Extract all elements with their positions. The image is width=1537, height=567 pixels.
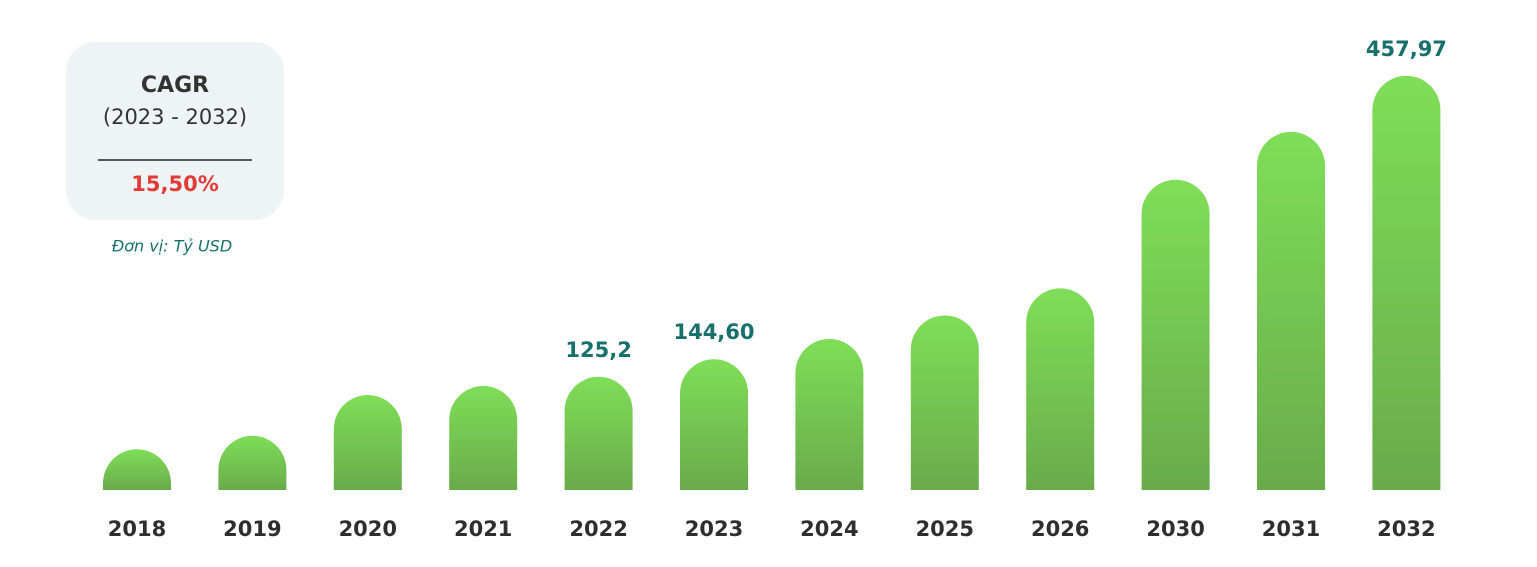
x-tick-label: 2026 [1031,517,1089,541]
bar [103,449,171,490]
cagr-card [66,42,284,220]
bar [449,386,518,490]
value-label: 457,97 [1366,37,1447,61]
bar [795,338,864,490]
x-tick-label: 2032 [1377,517,1435,541]
x-tick-label: 2023 [685,517,743,541]
x-tick-label: 2018 [108,517,166,541]
bar [910,315,979,490]
bar [1141,179,1210,490]
unit-note: Đơn vị: Tỷ USD [112,237,232,256]
cagr-title: CAGR [141,73,209,98]
value-label: 144,60 [673,320,754,344]
x-tick-label: 2031 [1262,517,1320,541]
x-tick-label: 2021 [454,517,512,541]
bar [1257,131,1325,490]
bar [333,395,402,490]
x-tick-label: 2024 [800,517,858,541]
bar [1372,75,1441,491]
value-label: 125,2 [565,338,631,362]
cagr-value: 15,50% [131,172,218,196]
bar [680,359,748,490]
x-tick-label: 2030 [1146,517,1204,541]
x-tick-label: 2020 [339,517,397,541]
x-tick-label: 2025 [916,517,974,541]
cagr-period: (2023 - 2032) [103,105,247,129]
x-tick-label: 2022 [569,517,627,541]
bar [1026,288,1095,490]
x-tick-label: 2019 [223,517,281,541]
bar [564,376,633,490]
bar [218,435,287,490]
